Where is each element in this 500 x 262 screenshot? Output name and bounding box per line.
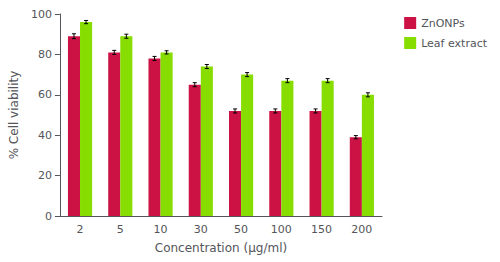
svg-text:ZnONPs: ZnONPs [421, 17, 465, 30]
svg-text:200: 200 [351, 223, 372, 236]
svg-text:0: 0 [45, 210, 52, 223]
svg-text:5: 5 [117, 223, 124, 236]
svg-text:% Cell viability: % Cell viability [7, 71, 21, 160]
svg-text:2: 2 [77, 223, 84, 236]
svg-text:Concentration (μg/ml): Concentration (μg/ml) [155, 241, 287, 255]
svg-text:100: 100 [271, 223, 292, 236]
svg-text:60: 60 [38, 88, 52, 101]
svg-text:20: 20 [38, 169, 52, 182]
svg-text:50: 50 [234, 223, 248, 236]
svg-text:10: 10 [154, 223, 168, 236]
svg-text:40: 40 [38, 129, 52, 142]
svg-text:30: 30 [194, 223, 208, 236]
svg-text:100: 100 [31, 8, 52, 21]
svg-text:80: 80 [38, 48, 52, 61]
svg-text:Leaf extract: Leaf extract [421, 37, 488, 50]
svg-text:150: 150 [311, 223, 332, 236]
